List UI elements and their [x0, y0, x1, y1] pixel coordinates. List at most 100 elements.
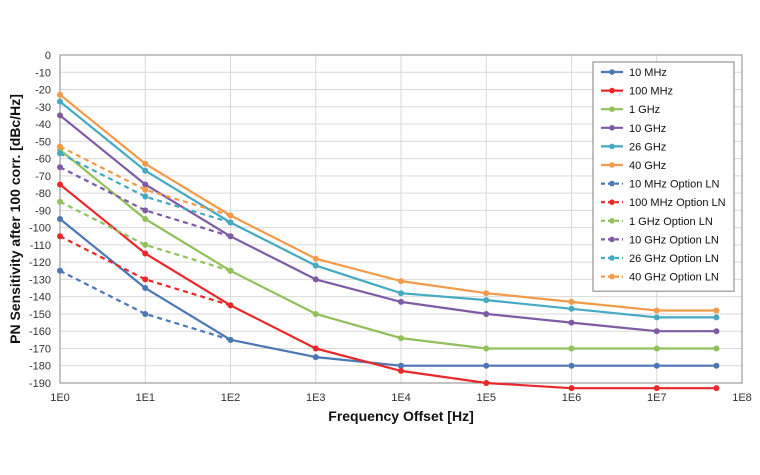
data-point [57, 143, 63, 150]
data-point [142, 216, 149, 222]
y-tick-label: -70 [35, 171, 51, 183]
series-26-ghz-option-ln [57, 150, 234, 226]
data-point [142, 310, 149, 317]
data-point [57, 91, 63, 98]
legend-marker [609, 180, 615, 187]
data-point [227, 233, 234, 240]
y-tick-label: -130 [29, 274, 51, 286]
y-tick-label: -170 [29, 343, 51, 355]
series-100-mhz-option-ln [57, 233, 234, 309]
legend-marker [609, 162, 615, 168]
data-point [57, 267, 63, 274]
data-point [398, 367, 404, 374]
y-tick-label: -140 [29, 292, 51, 304]
data-point [57, 216, 63, 222]
data-point [398, 298, 404, 305]
legend-marker [609, 236, 615, 243]
data-point [568, 298, 575, 305]
legend-label: 40 GHz Option LN [629, 272, 719, 284]
legend-box [592, 61, 735, 292]
series-layer [57, 91, 720, 392]
series-10-ghz-option-ln [57, 164, 234, 240]
x-tick-label: 1E5 [476, 392, 496, 404]
data-point [142, 250, 149, 257]
legend-label: 10 GHz [629, 123, 666, 135]
data-point [142, 193, 149, 200]
data-point [57, 181, 63, 188]
x-axis-title: Frequency Offset [Hz] [328, 408, 473, 424]
x-tick-label: 1E2 [221, 392, 241, 404]
data-point [312, 255, 319, 262]
series-1-ghz-option-ln [57, 198, 234, 274]
series-40-ghz [57, 91, 720, 314]
x-tick-label: 1E0 [50, 392, 70, 404]
data-point [312, 345, 319, 352]
data-point [483, 290, 490, 297]
legend-label: 10 GHz Option LN [629, 234, 719, 246]
data-point [142, 160, 149, 167]
legend-marker [609, 218, 615, 224]
data-point [57, 198, 63, 205]
data-point [483, 362, 490, 369]
data-point [568, 305, 575, 312]
series-26-ghz [57, 98, 720, 321]
x-tick-label: 1E3 [306, 392, 326, 404]
y-tick-label: -150 [29, 309, 51, 321]
y-tick-label: -30 [35, 102, 51, 114]
y-tick-label: -100 [29, 223, 51, 235]
data-point [312, 276, 319, 283]
legend-label: 1 GHz Option LN [629, 216, 713, 228]
data-point [568, 319, 575, 326]
x-axis-ticks: 1E0 1E1 1E2 1E3 1E4 1E5 1E6 1E7 1E8 [50, 392, 752, 404]
x-tick-label: 1E4 [391, 392, 411, 404]
data-point [227, 219, 234, 226]
data-point [568, 345, 575, 352]
y-tick-label: -120 [29, 257, 51, 269]
legend-marker [609, 143, 615, 150]
series-line [59, 200, 231, 272]
series-10-mhz-option-ln [57, 267, 234, 343]
data-point [398, 362, 404, 369]
data-point [653, 328, 660, 335]
data-point [142, 181, 149, 188]
data-point [142, 241, 149, 248]
x-tick-label: 1E6 [562, 392, 582, 404]
data-point [568, 362, 575, 369]
y-tick-label: -50 [35, 136, 51, 148]
data-point [227, 336, 234, 343]
data-point [398, 290, 404, 297]
series-line [59, 145, 231, 217]
data-point [653, 362, 660, 369]
legend-label: 100 MHz Option LN [629, 197, 726, 209]
legend-label: 40 GHz [629, 160, 666, 172]
data-point [57, 164, 63, 171]
legend-label: 100 MHz [629, 86, 673, 98]
data-point [227, 267, 234, 274]
data-point [653, 314, 660, 321]
data-point [57, 112, 63, 119]
data-point [142, 276, 149, 283]
y-tick-label: -110 [30, 240, 51, 252]
legend-marker [609, 125, 615, 131]
data-point [312, 262, 319, 269]
series-10-mhz [57, 216, 720, 369]
data-point [653, 307, 660, 314]
legend: 10 MHz 100 MHz 1 GHz 10 GHz 26 GHz 40 GHz 10 M… [592, 61, 735, 292]
data-point [713, 328, 720, 335]
series-line [59, 235, 231, 307]
y-tick-label: -190 [29, 378, 51, 390]
legend-label: 1 GHz [629, 104, 660, 116]
y-tick-label: -80 [35, 188, 51, 200]
legend-label: 26 GHz [629, 141, 666, 153]
data-point [142, 285, 149, 292]
data-point [57, 233, 63, 240]
y-tick-label: -60 [35, 154, 51, 166]
legend-label: 10 MHz [629, 67, 667, 79]
data-point [713, 307, 720, 314]
legend-label: 26 GHz Option LN [629, 253, 719, 265]
legend-marker [609, 255, 615, 261]
data-point [713, 362, 720, 369]
legend-marker [609, 69, 615, 75]
data-point [57, 150, 63, 157]
